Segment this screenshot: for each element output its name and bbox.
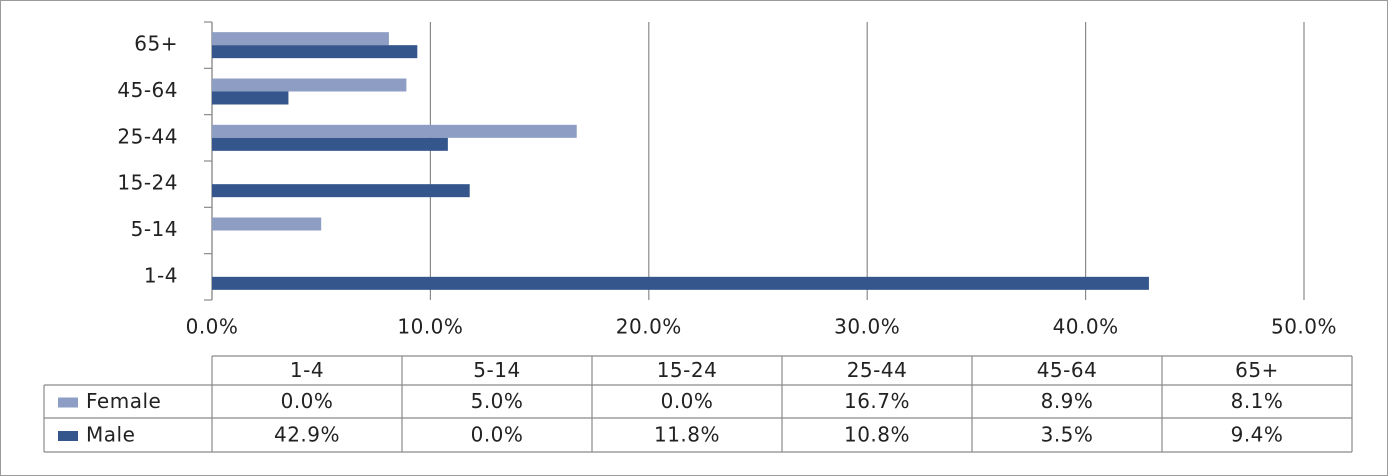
table-header: 65+ [1235, 358, 1279, 382]
table-cell: 5.0% [471, 389, 524, 413]
bar [212, 78, 407, 92]
bar [212, 91, 289, 105]
legend-swatch [58, 431, 78, 441]
y-tick-label: 1-4 [144, 263, 178, 287]
y-tick-label: 45-64 [117, 78, 178, 102]
bar [212, 217, 322, 231]
bar [212, 184, 470, 198]
table-cell: 10.8% [844, 423, 910, 447]
x-tick-label: 40.0% [1053, 315, 1119, 339]
y-tick-label: 15-24 [117, 171, 178, 195]
table-cell: 8.1% [1231, 389, 1284, 413]
legend-label: Female [86, 389, 161, 413]
x-tick-label: 20.0% [616, 315, 682, 339]
y-tick-label: 25-44 [117, 124, 178, 148]
table-cell: 0.0% [661, 389, 714, 413]
table-cell: 3.5% [1041, 423, 1094, 447]
legend-label: Male [86, 423, 135, 447]
table-cell: 42.9% [274, 423, 340, 447]
table-cell: 0.0% [281, 389, 334, 413]
table-header: 45-64 [1037, 358, 1098, 382]
table-cell: 11.8% [654, 423, 720, 447]
x-tick-label: 50.0% [1271, 315, 1337, 339]
bar [212, 137, 448, 151]
table-cell: 9.4% [1231, 423, 1284, 447]
table-header: 25-44 [847, 358, 908, 382]
table-cell: 0.0% [471, 423, 524, 447]
table-header: 1-4 [290, 358, 324, 382]
table-header: 15-24 [657, 358, 718, 382]
x-tick-label: 30.0% [834, 315, 900, 339]
table-header: 5-14 [473, 358, 520, 382]
table-cell: 8.9% [1041, 389, 1094, 413]
x-tick-label: 0.0% [186, 315, 239, 339]
y-tick-label: 65+ [134, 32, 178, 56]
bar [212, 45, 418, 59]
table-cell: 16.7% [844, 389, 910, 413]
bar [212, 32, 389, 46]
legend-swatch [58, 397, 78, 408]
bar [212, 124, 577, 138]
y-tick-label: 5-14 [131, 217, 178, 241]
x-tick-label: 10.0% [397, 315, 463, 339]
bar [212, 276, 1149, 290]
